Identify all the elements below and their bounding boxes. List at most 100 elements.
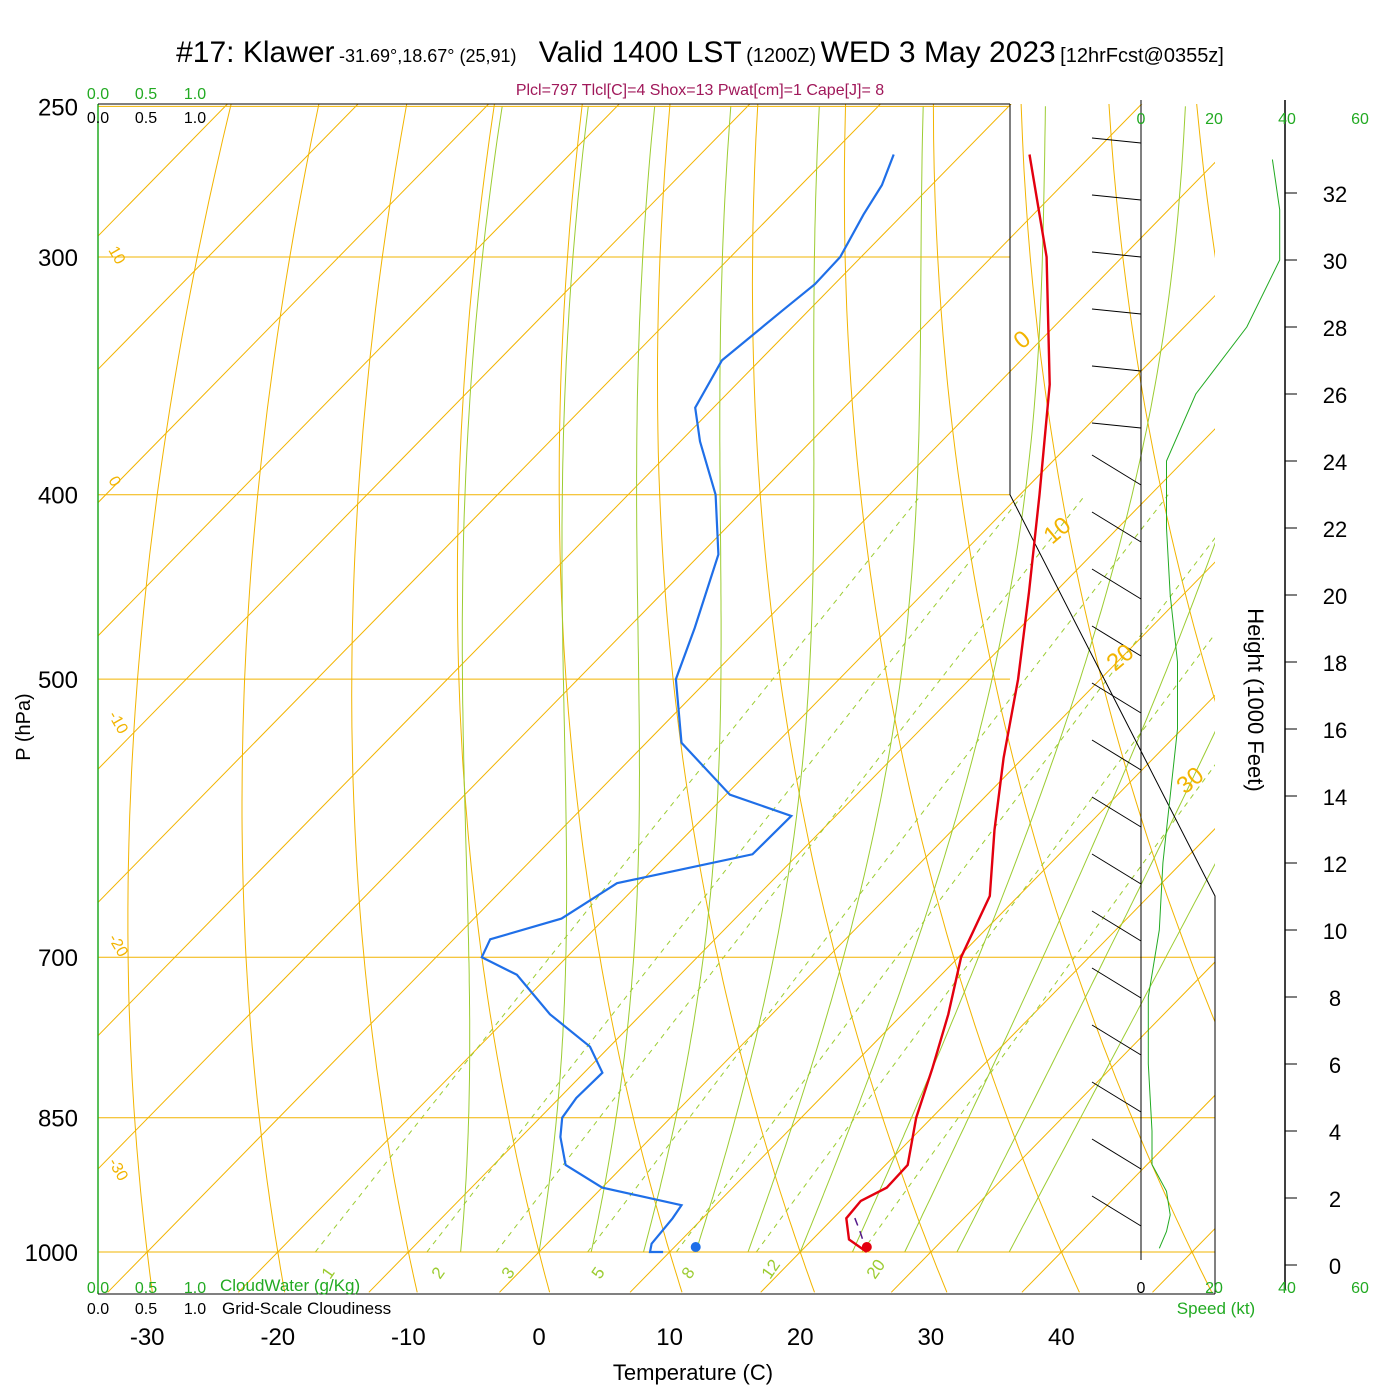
moist-adiabat-line	[904, 542, 1215, 1253]
isotherm-line	[98, 104, 490, 504]
isotherm-line	[98, 104, 620, 637]
moist-adiabat-line	[1008, 863, 1215, 1253]
surface-dewpoint-dot	[690, 1242, 701, 1252]
moist-adiabat-line	[799, 106, 1046, 1253]
speed-tick-top: 60	[1351, 111, 1369, 128]
wind-barb	[1091, 682, 1142, 714]
moist-adiabat-line	[851, 106, 1186, 1253]
speed-tick-top: 0	[1137, 111, 1146, 128]
cloudwater-tick-bottom: 0.5	[135, 1280, 157, 1297]
cloudwater-tick-top: 1.0	[184, 86, 206, 103]
speed-tick-top: 40	[1278, 111, 1296, 128]
utc-time: (1200Z)	[746, 45, 817, 67]
dry-adiabat-line	[456, 104, 551, 1293]
temperature-tick-label: 20	[787, 1324, 814, 1351]
isotherm-line	[237, 294, 1215, 1293]
height-tick-label: 20	[1323, 584, 1347, 609]
speed-tick-top: 20	[1205, 111, 1223, 128]
dry-adiabat-line	[657, 104, 815, 1293]
wind-speed-profile	[1147, 159, 1281, 1249]
isotherm-line	[368, 428, 1215, 1293]
isotherm-line	[890, 961, 1215, 1293]
mixing-ratio-label: 12	[758, 1256, 784, 1282]
isotherm-line	[499, 561, 1215, 1293]
height-tick-label: 0	[1329, 1254, 1341, 1279]
dry-adiabat-line	[351, 104, 418, 1293]
mixing-ratio-label: 2	[428, 1264, 449, 1283]
speed-label: Speed (kt)	[1177, 1299, 1255, 1318]
mixing-ratio-line	[495, 494, 1086, 1253]
pressure-tick-label: 1000	[25, 1240, 78, 1267]
temp-label-right: 30	[1172, 762, 1210, 800]
dry-adiabat-line	[1196, 104, 1215, 259]
height-tick-label: 14	[1323, 785, 1347, 810]
moist-adiabat-line	[747, 106, 924, 1253]
valid-time: Valid 1400 LST	[538, 36, 742, 69]
temperature-tick-label: 40	[1048, 1324, 1075, 1351]
temperature-profile	[845, 154, 1051, 1253]
chart-header: #17: Klawer -31.69°,18.67° (25,91) Valid…	[0, 36, 1400, 70]
height-axis-label: Height (1000 Feet)	[1243, 608, 1268, 791]
speed-tick-bottom: 0	[1137, 1280, 1146, 1297]
height-tick-label: 2	[1329, 1187, 1341, 1212]
moist-adiabat-line	[590, 106, 656, 1253]
cloudwater-label: CloudWater (g/Kg)	[220, 1276, 360, 1295]
isotherm-label: -30	[105, 1156, 131, 1185]
isotherm-label: 0	[105, 474, 124, 490]
wind-barb	[1091, 194, 1142, 201]
temperature-tick-label: -10	[391, 1324, 426, 1351]
temperature-tick-label: 10	[656, 1324, 683, 1351]
wind-barb	[1091, 511, 1142, 543]
x-axis-label: Temperature (C)	[613, 1360, 773, 1385]
stability-indices: Plcl=797 Tlcl[C]=4 Shox=13 Pwat[cm]=1 Ca…	[515, 82, 885, 99]
wind-barb	[1091, 796, 1142, 828]
isotherm-line	[107, 161, 1215, 1293]
isotherm-label: -20	[105, 932, 131, 961]
mixing-ratio-line	[587, 494, 1169, 1253]
isotherm-label: 10	[105, 244, 129, 268]
dry-adiabat-line	[932, 104, 1213, 1293]
wind-barb	[1091, 422, 1142, 429]
moist-adiabat-line	[460, 106, 503, 1253]
pressure-tick-label: 250	[38, 94, 78, 121]
cloudiness-label: Grid-Scale Cloudiness	[222, 1299, 391, 1318]
wind-barb	[1091, 568, 1142, 600]
wind-barb	[1091, 454, 1142, 486]
isotherm-line	[98, 104, 882, 904]
temperature-tick-label: 0	[532, 1324, 545, 1351]
height-tick-label: 22	[1323, 517, 1347, 542]
cloudiness-tick-top: 0.0	[87, 110, 109, 127]
moist-adiabat-line	[956, 730, 1215, 1253]
height-tick-label: 10	[1323, 919, 1347, 944]
wind-barb	[1091, 1024, 1142, 1056]
height-tick-label: 28	[1323, 316, 1347, 341]
wind-barb	[1091, 1138, 1142, 1170]
right-frame-line	[1009, 104, 1216, 1294]
dry-adiabat-line	[127, 104, 232, 1293]
height-tick-label: 26	[1323, 383, 1347, 408]
mixing-ratio-label: 5	[588, 1264, 609, 1283]
mixing-ratio-label: 8	[678, 1264, 699, 1283]
temp-label-right: 0	[1009, 325, 1037, 354]
temperature-tick-label: -20	[260, 1324, 295, 1351]
height-tick-label: 12	[1323, 852, 1347, 877]
speed-tick-bottom: 20	[1205, 1280, 1223, 1297]
height-tick-label: 32	[1323, 182, 1347, 207]
y-axis-label: P (hPa)	[13, 693, 35, 760]
height-tick-label: 4	[1329, 1120, 1341, 1145]
wind-barb	[1091, 251, 1142, 258]
speed-tick-bottom: 40	[1278, 1280, 1296, 1297]
isotherm-label: -10	[105, 709, 131, 738]
wind-barb	[1091, 739, 1142, 771]
cloudwater-tick-bottom: 0.0	[87, 1280, 109, 1297]
cloudiness-tick-bottom: 1.0	[184, 1301, 206, 1318]
wind-barb	[1091, 1195, 1142, 1227]
wind-barb	[1091, 910, 1142, 942]
dry-adiabat-line	[1368, 73, 1400, 1293]
height-tick-label: 24	[1323, 450, 1347, 475]
wind-barb	[1091, 1081, 1142, 1113]
isotherm-line	[98, 104, 359, 371]
valid-date: WED 3 May 2023	[820, 36, 1056, 69]
wind-barb	[1091, 625, 1142, 657]
